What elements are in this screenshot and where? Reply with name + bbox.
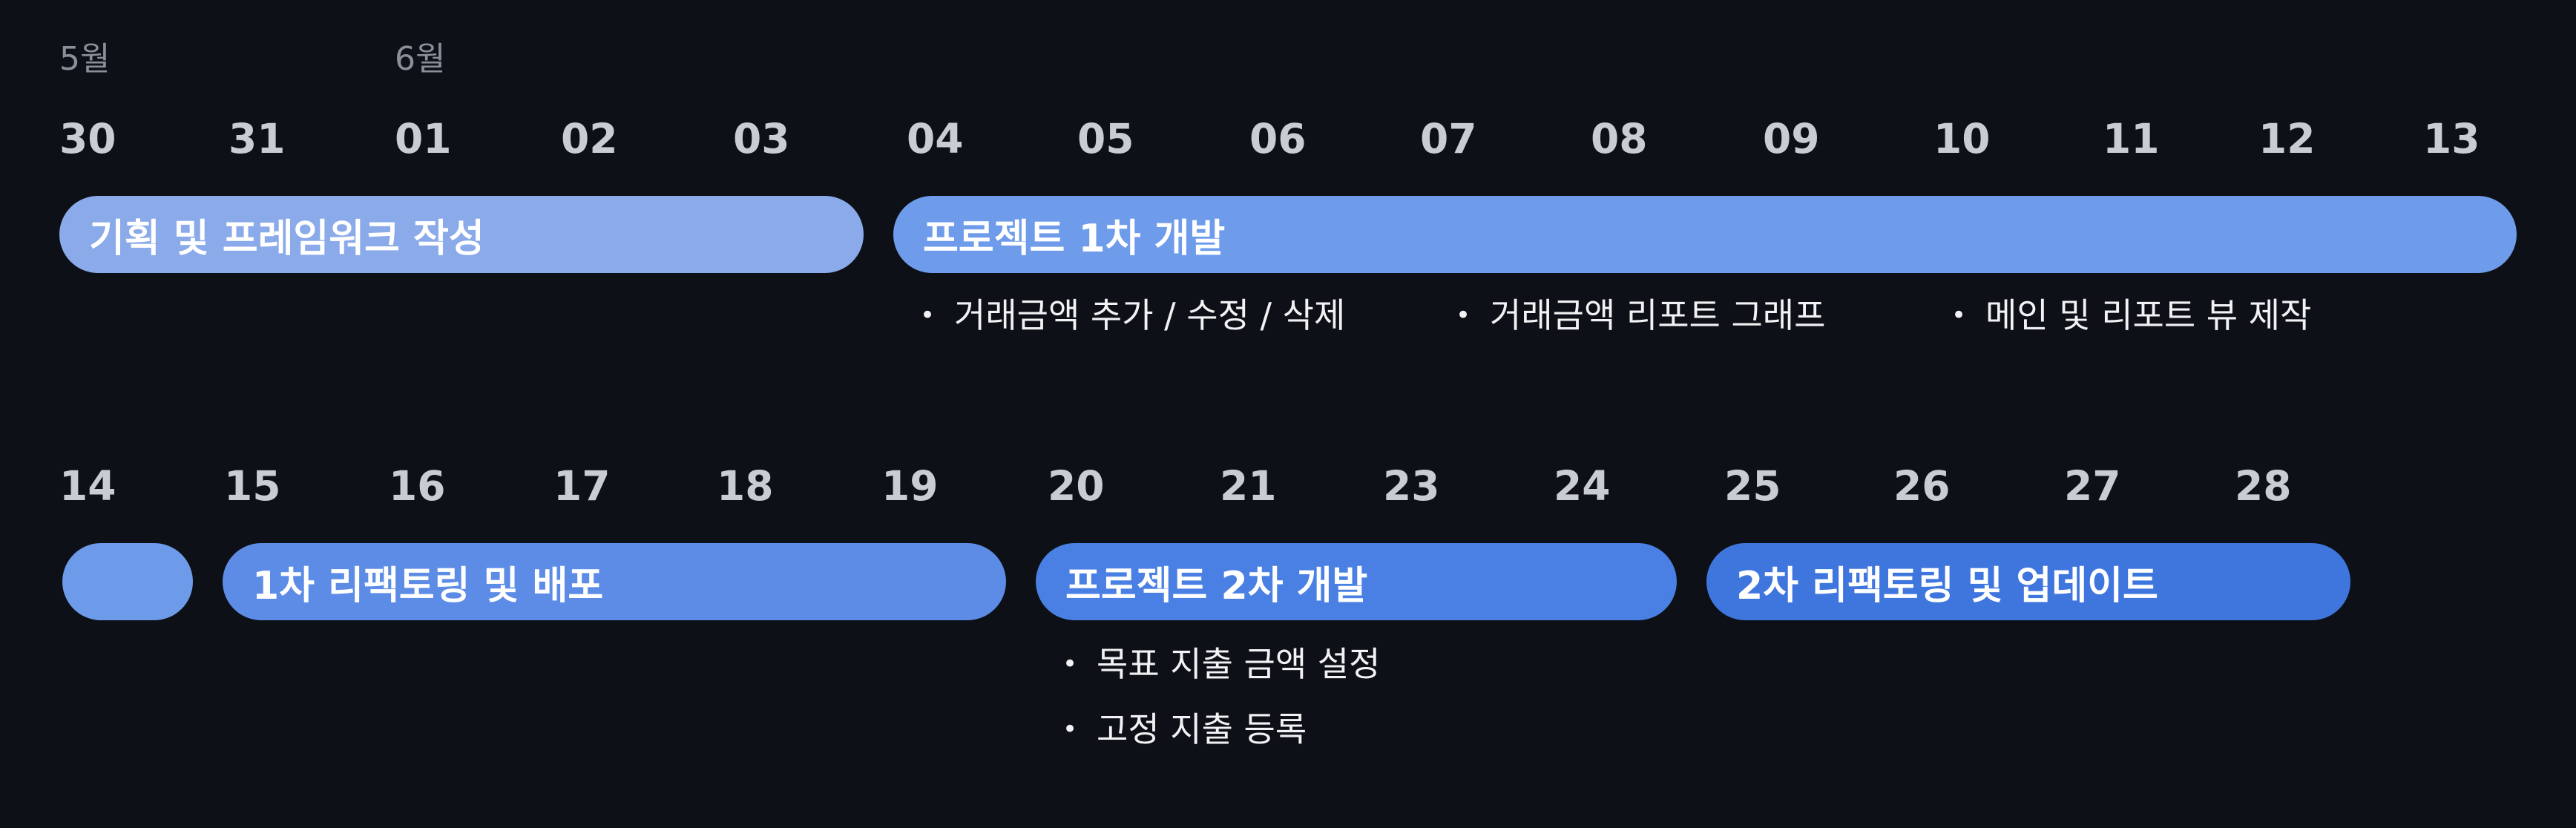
task-note-text: 거래금액 추가 / 수정 / 삭제	[954, 295, 1346, 335]
day-label: 12	[2258, 115, 2316, 162]
day-label: 03	[733, 115, 790, 162]
day-label: 25	[1724, 462, 1781, 510]
task-note-text: 목표 지출 금액 설정	[1097, 644, 1381, 684]
day-label: 30	[59, 115, 116, 162]
task-note: • 고정 지출 등록	[1062, 712, 1307, 746]
day-label: 08	[1591, 115, 1648, 162]
task-note: • 메인 및 리포트 뷰 제작	[1951, 298, 2311, 332]
task-note: • 거래금액 리포트 그래프	[1456, 298, 1825, 332]
day-label: 07	[1420, 115, 1477, 162]
day-label: 17	[553, 462, 611, 510]
task-bar-planning[interactable]: 기획 및 프레임워크 작성	[59, 196, 864, 273]
day-label: 24	[1554, 462, 1611, 510]
bullet-icon: •	[1951, 300, 1967, 330]
day-label: 01	[395, 115, 452, 162]
day-label: 11	[2103, 115, 2160, 162]
day-label: 18	[717, 462, 774, 510]
task-note: • 거래금액 추가 / 수정 / 삭제	[920, 298, 1345, 332]
day-label: 23	[1383, 462, 1440, 510]
task-bar-refactor2[interactable]: 2차 리팩토링 및 업데이트	[1706, 543, 2350, 620]
day-label: 15	[224, 462, 281, 510]
bullet-icon: •	[920, 300, 936, 330]
bullet-icon: •	[1456, 300, 1471, 330]
day-label: 26	[1893, 462, 1951, 510]
task-bar-label: 1차 리팩토링 및 배포	[252, 563, 604, 608]
day-label: 20	[1048, 462, 1105, 510]
day-label: 10	[1933, 115, 1991, 162]
day-label: 13	[2423, 115, 2480, 162]
day-label: 21	[1220, 462, 1277, 510]
task-bar-label: 기획 및 프레임워크 작성	[89, 216, 484, 261]
month-label-june: 6월	[395, 40, 446, 78]
task-bar-dev1[interactable]: 프로젝트 1차 개발	[893, 196, 2517, 273]
task-note-text: 고정 지출 등록	[1097, 709, 1307, 749]
day-label: 28	[2235, 462, 2292, 510]
task-note-text: 메인 및 리포트 뷰 제작	[1985, 295, 2312, 335]
task-bar-label: 프로젝트 2차 개발	[1065, 563, 1368, 608]
day-label: 19	[881, 462, 939, 510]
task-bar-label: 프로젝트 1차 개발	[923, 216, 1226, 261]
bullet-icon: •	[1062, 714, 1078, 744]
day-label: 02	[561, 115, 618, 162]
day-label: 27	[2064, 462, 2121, 510]
task-bar-label: 2차 리팩토링 및 업데이트	[1736, 563, 2158, 608]
day-label: 04	[907, 115, 964, 162]
bullet-icon: •	[1062, 649, 1078, 679]
task-bar-dev2[interactable]: 프로젝트 2차 개발	[1036, 543, 1677, 620]
task-note-text: 거래금액 리포트 그래프	[1490, 295, 1826, 335]
task-bar-blank[interactable]	[62, 543, 193, 620]
day-label: 09	[1763, 115, 1820, 162]
day-label: 31	[229, 115, 286, 162]
task-note: • 목표 지출 금액 설정	[1062, 647, 1380, 681]
day-label: 16	[389, 462, 446, 510]
day-label: 05	[1077, 115, 1134, 162]
month-label-may: 5월	[59, 40, 111, 78]
day-label: 06	[1249, 115, 1307, 162]
day-label: 14	[59, 462, 116, 510]
task-bar-refactor1[interactable]: 1차 리팩토링 및 배포	[223, 543, 1006, 620]
